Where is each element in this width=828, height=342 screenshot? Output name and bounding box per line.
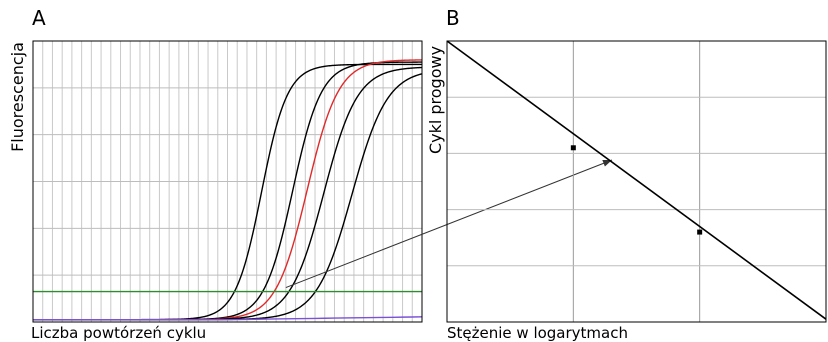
panel-a-label: A <box>32 6 46 30</box>
data-point-2 <box>697 229 703 235</box>
standard-curve-line <box>446 40 827 320</box>
panel-b-label: B <box>446 6 460 30</box>
panel-a-x-axis-label: Liczba powtórzeń cyklu <box>31 324 206 342</box>
baseline-line <box>33 316 423 321</box>
panel-b: B Cykl progowy Stężenie w logarytmach <box>426 6 827 342</box>
panel-a-plot-frame <box>32 40 423 323</box>
panel-a: A Fluorescencja Liczba powtórzeń cyklu <box>8 6 423 342</box>
connector-arrowhead <box>602 160 612 167</box>
panel-b-grid <box>447 41 826 322</box>
panel-b-y-axis-label: Cykl progowy <box>426 46 445 154</box>
panel-b-points <box>570 145 703 235</box>
panel-b-x-axis-label: Stężenie w logarytmach <box>447 324 628 342</box>
data-point-1 <box>570 145 576 151</box>
panel-a-y-axis-label: Fluorescencja <box>8 42 27 152</box>
panel-b-plot-frame <box>446 40 827 323</box>
panel-a-grid <box>33 41 422 322</box>
connector-arrow <box>285 159 613 289</box>
